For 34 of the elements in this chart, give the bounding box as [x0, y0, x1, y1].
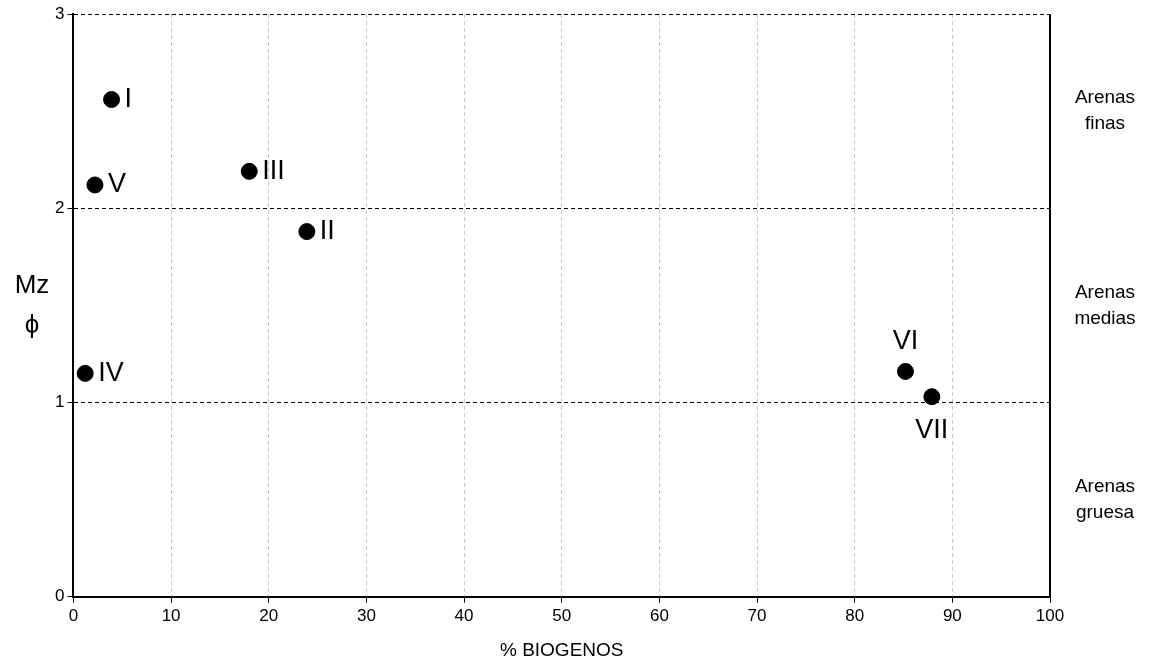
x-axis-title: % BIOGENOS: [499, 638, 624, 660]
x-tick-label: 20: [259, 605, 279, 625]
annotation: V: [107, 168, 126, 199]
point: [103, 90, 121, 108]
y-tick-label: 2: [54, 197, 65, 217]
point: [896, 362, 914, 380]
point: [240, 162, 258, 180]
y-axis-title: Mz ϕ: [14, 268, 50, 339]
x-tick-label: 10: [161, 605, 181, 625]
y-tick-label: 0: [54, 586, 65, 606]
y-tick-label: 3: [54, 3, 65, 23]
x-tick-label: 40: [454, 605, 474, 625]
text: Arenas medias: [1074, 280, 1136, 328]
x-tick-label: 90: [942, 605, 962, 625]
x-tick-label: 0: [68, 605, 79, 625]
x-tick-label: 70: [747, 605, 767, 625]
point: [86, 176, 104, 194]
x-tick-label: 80: [845, 605, 865, 625]
x-tick-label: 50: [552, 605, 572, 625]
annotation: IV: [98, 356, 124, 387]
point: [76, 364, 94, 382]
text: Arenas gruesa: [1074, 474, 1136, 522]
point: [923, 388, 941, 406]
annotation: II: [319, 215, 335, 246]
text: Arenas finas: [1074, 86, 1136, 134]
annotation: VI: [892, 324, 919, 355]
x-tick-label: 100: [1035, 605, 1065, 625]
annotation: VII: [915, 414, 949, 445]
x-tick-label: 60: [649, 605, 669, 625]
annotation: I: [124, 82, 133, 113]
x-tick-label: 30: [356, 605, 376, 625]
point: [298, 223, 316, 241]
y-tick-label: 1: [54, 392, 65, 412]
annotation: III: [262, 154, 285, 185]
